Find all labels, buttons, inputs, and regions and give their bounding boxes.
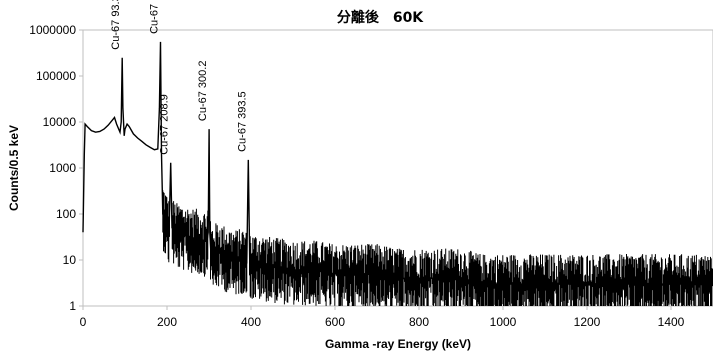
x-tick-label: 400	[241, 315, 261, 329]
y-axis: 1 10 100 1000 10000 100000 1000000	[29, 23, 83, 313]
y-tick-label: 1000000	[29, 23, 76, 37]
peak-label: Cu-67 208.9	[159, 94, 171, 155]
peak-label: Cu-67 300.2	[197, 61, 209, 122]
x-tick-label: 1000	[490, 315, 517, 329]
y-tick-label: 1000	[49, 161, 76, 175]
y-tick-label: 10000	[43, 115, 77, 129]
x-tick-label: 1400	[658, 315, 685, 329]
noise-spikes	[162, 190, 713, 306]
x-tick-label: 200	[157, 315, 177, 329]
y-tick-label: 100000	[36, 69, 76, 83]
x-tick-label: 600	[325, 315, 345, 329]
y-tick-label: 100	[56, 207, 76, 221]
peak-label: Cu-67 393.5	[236, 91, 248, 152]
peak-label: Cu-67 93.3	[110, 0, 122, 50]
x-axis-title: Gamma -ray Energy (keV)	[325, 337, 471, 351]
peak-label: Cu-67 184.6	[149, 0, 161, 34]
peak-annotations: Cu-67 93.3 Cu-67 184.6 Cu-67 208.9 Cu-67 30…	[110, 0, 248, 155]
x-tick-label: 0	[80, 315, 87, 329]
chart-title: 分離後 60K	[337, 9, 424, 26]
y-axis-title: Counts/0.5 keV	[7, 125, 21, 211]
y-tick-label: 1	[69, 299, 76, 313]
x-tick-label: 1200	[574, 315, 601, 329]
x-tick-label: 800	[409, 315, 429, 329]
noise-trace	[162, 190, 713, 306]
x-axis: 0 200 400 600 800 1000 1200 1400	[80, 306, 685, 329]
y-tick-label: 10	[63, 253, 77, 267]
